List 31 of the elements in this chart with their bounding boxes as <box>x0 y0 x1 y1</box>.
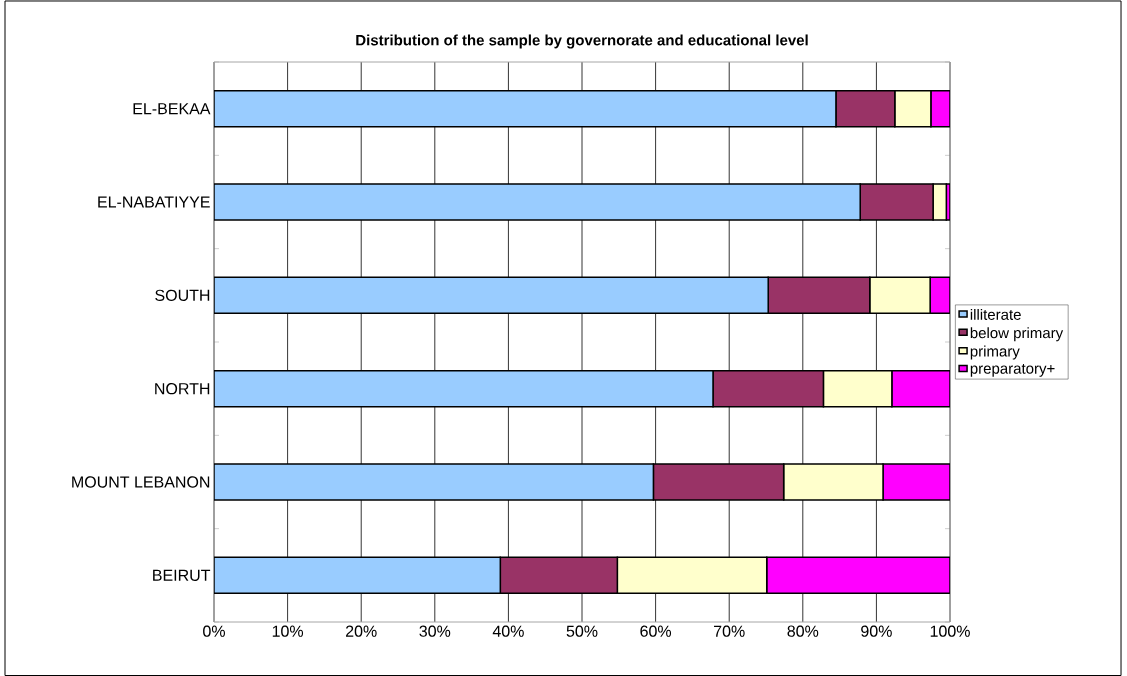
bar <box>214 276 769 315</box>
x-tick-label: 0% <box>203 625 225 637</box>
bar <box>214 183 861 221</box>
y-tick-label: EL-BEKAA <box>133 103 211 115</box>
bar <box>214 89 837 128</box>
bar <box>765 556 951 595</box>
bar <box>214 463 655 501</box>
y-tick-label: EL-NABATIYYE <box>98 196 210 208</box>
x-tick-label: 60% <box>640 625 672 637</box>
x-tick-label: 10% <box>272 625 304 637</box>
x-tick-label: 50% <box>566 625 598 637</box>
x-tick-label: 70% <box>714 625 745 637</box>
legend-label: below primary <box>970 327 1064 342</box>
x-tick-label: 20% <box>346 625 377 637</box>
x-tick-label: 90% <box>861 625 892 637</box>
y-tick-label: BEIRUT <box>153 569 211 581</box>
legend-label: preparatory+ <box>970 363 1055 377</box>
bar <box>891 369 951 408</box>
x-tick-label: 40% <box>492 625 524 637</box>
legend-label: illiterate <box>970 308 1021 320</box>
bar <box>214 556 502 595</box>
bar <box>882 463 951 501</box>
legend-label: primary <box>970 345 1020 360</box>
bar <box>214 369 714 408</box>
y-tick-label: NORTH <box>155 383 210 395</box>
chart-title: Distribution of the sample by governorate and educational level <box>356 34 808 49</box>
x-tick-label: 30% <box>419 625 451 637</box>
x-tick-label: 80% <box>787 625 819 637</box>
y-tick-label: MOUNT LEBANON <box>72 476 210 488</box>
x-tick-label: 100% <box>930 625 970 637</box>
y-tick-label: SOUTH <box>155 289 210 301</box>
